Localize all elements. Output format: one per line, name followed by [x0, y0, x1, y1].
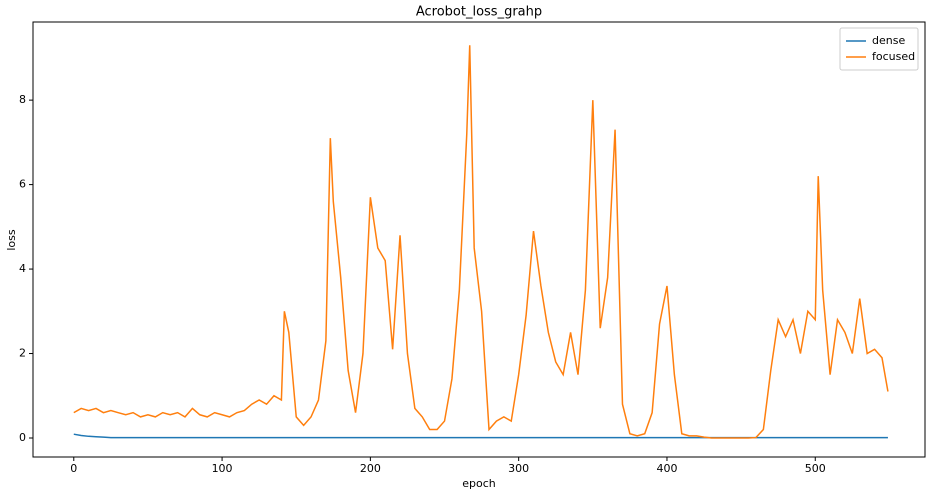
y-tick-label: 8	[19, 93, 26, 106]
x-tick-label: 200	[360, 462, 381, 475]
plot-frame	[32, 21, 926, 458]
x-tick-label: 400	[656, 462, 677, 475]
legend-label: dense	[872, 34, 905, 47]
x-tick-label: 0	[70, 462, 77, 475]
x-tick-label: 100	[212, 462, 233, 475]
legend-box	[839, 27, 919, 71]
y-tick-label: 4	[19, 262, 26, 275]
series-line	[73, 45, 889, 439]
x-tick-label: 500	[805, 462, 826, 475]
y-tick-label: 2	[19, 347, 26, 360]
legend-label: focused	[872, 50, 915, 63]
y-tick-label: 6	[19, 178, 26, 191]
x-tick-label: 300	[508, 462, 529, 475]
y-axis-label: loss	[5, 229, 18, 251]
chart-title: Acrobot_loss_grahp	[416, 5, 542, 20]
y-tick-label: 0	[19, 431, 26, 444]
x-axis-label: epoch	[462, 477, 496, 490]
